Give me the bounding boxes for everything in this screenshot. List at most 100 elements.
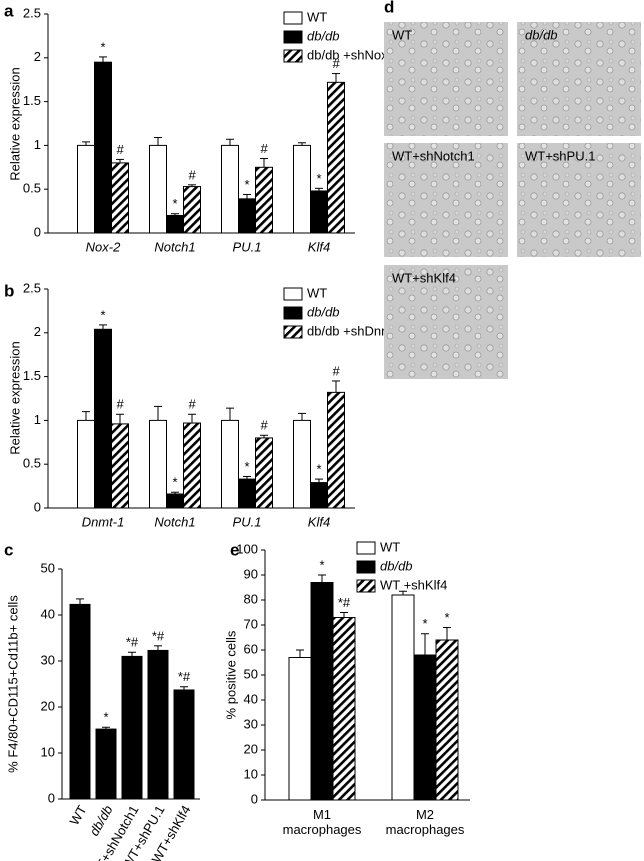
y-tick-label: 0 — [251, 791, 258, 806]
significance-marker: # — [260, 418, 268, 433]
bar — [111, 162, 129, 234]
y-tick-label: 20 — [41, 698, 55, 713]
legend-label: WT — [307, 285, 327, 300]
y-tick-label: 30 — [41, 652, 55, 667]
bar — [69, 603, 91, 800]
legend-swatch — [283, 49, 303, 63]
bar — [77, 419, 95, 509]
legend-swatch — [356, 541, 376, 555]
y-tick-label: 2 — [34, 324, 41, 339]
significance-marker: # — [188, 167, 196, 182]
significance-marker: *# — [126, 635, 139, 650]
legend-label: WT — [380, 539, 400, 554]
panel-label: a — [4, 1, 14, 20]
x-tick-label: Nox-2 — [86, 239, 121, 254]
significance-marker: # — [332, 363, 340, 378]
micrograph — [384, 143, 508, 257]
legend-label: db/db +shDnmt-1 — [307, 323, 407, 338]
significance-marker: * — [444, 610, 449, 625]
bar — [413, 654, 437, 801]
bar — [391, 594, 415, 801]
bar — [173, 689, 195, 800]
bar — [327, 391, 345, 509]
micrograph — [384, 265, 508, 379]
x-tick-label: WT — [66, 803, 89, 828]
bar — [327, 81, 345, 234]
legend-swatch — [283, 11, 303, 25]
y-tick-label: 0 — [48, 790, 55, 805]
y-tick-label: 1.5 — [23, 93, 41, 108]
significance-marker: * — [100, 307, 105, 322]
bar — [255, 437, 273, 509]
significance-marker: * — [100, 39, 105, 54]
significance-marker: * — [244, 459, 249, 474]
panel-label: b — [4, 281, 14, 300]
bar — [310, 582, 334, 801]
y-axis-label: % positive cells — [223, 630, 238, 719]
image-label: WT+shNotch1 — [392, 148, 475, 163]
y-tick-label: 50 — [244, 666, 258, 681]
bar — [310, 190, 328, 234]
bar — [310, 482, 328, 509]
y-tick-label: 2 — [34, 49, 41, 64]
y-tick-label: 60 — [244, 641, 258, 656]
y-tick-label: 90 — [244, 566, 258, 581]
y-axis-label: Relative expression — [7, 67, 22, 180]
legend-swatch — [283, 306, 303, 320]
y-tick-label: 0 — [34, 224, 41, 239]
bar — [95, 728, 117, 800]
bar — [238, 198, 256, 234]
legend-swatch — [356, 579, 376, 593]
significance-marker: # — [260, 141, 268, 156]
significance-marker: * — [103, 710, 108, 725]
bar — [147, 649, 169, 800]
x-tick-label: M1 macrophages — [282, 807, 362, 837]
significance-marker: * — [316, 462, 321, 477]
bar — [238, 478, 256, 509]
bar — [94, 61, 112, 234]
y-tick-label: 80 — [244, 591, 258, 606]
significance-marker: * — [319, 557, 324, 572]
y-axis-label: Relative expression — [7, 341, 22, 454]
significance-marker: * — [172, 475, 177, 490]
y-tick-label: 1.5 — [23, 368, 41, 383]
significance-marker: * — [172, 196, 177, 211]
x-tick-label: Notch1 — [154, 239, 195, 254]
bar — [435, 639, 459, 801]
image-label: db/db — [525, 27, 558, 42]
bar — [255, 166, 273, 234]
y-tick-label: 0.5 — [23, 456, 41, 471]
bar — [293, 144, 311, 234]
y-tick-label: 10 — [41, 744, 55, 759]
y-tick-label: 10 — [244, 766, 258, 781]
legend-label: db/db +shNox-2 — [307, 47, 399, 62]
legend-label: db/db — [380, 558, 413, 573]
significance-marker: # — [332, 56, 340, 71]
significance-marker: * — [244, 177, 249, 192]
legend-label: WT — [307, 9, 327, 24]
bar — [166, 493, 184, 509]
bar — [332, 617, 356, 801]
bar — [149, 144, 167, 234]
significance-marker: *# — [338, 595, 351, 610]
panel-label: e — [230, 540, 239, 559]
bar — [121, 655, 143, 800]
y-tick-label: 70 — [244, 616, 258, 631]
bar — [221, 419, 239, 509]
significance-marker: # — [116, 397, 124, 412]
x-tick-label: PU.1 — [233, 239, 262, 254]
y-tick-label: 2.5 — [23, 5, 41, 20]
y-tick-label: 1 — [34, 137, 41, 152]
legend-swatch — [283, 30, 303, 44]
significance-marker: * — [316, 171, 321, 186]
significance-marker: *# — [178, 669, 191, 684]
y-tick-label: 50 — [41, 560, 55, 575]
y-axis-label: % F4/80+CD115+Cd11b+ cells — [5, 595, 20, 773]
y-tick-label: 1 — [34, 412, 41, 427]
legend-label: db/db — [307, 28, 340, 43]
micrograph — [517, 22, 641, 136]
y-tick-label: 0 — [34, 499, 41, 514]
micrograph — [384, 22, 508, 136]
